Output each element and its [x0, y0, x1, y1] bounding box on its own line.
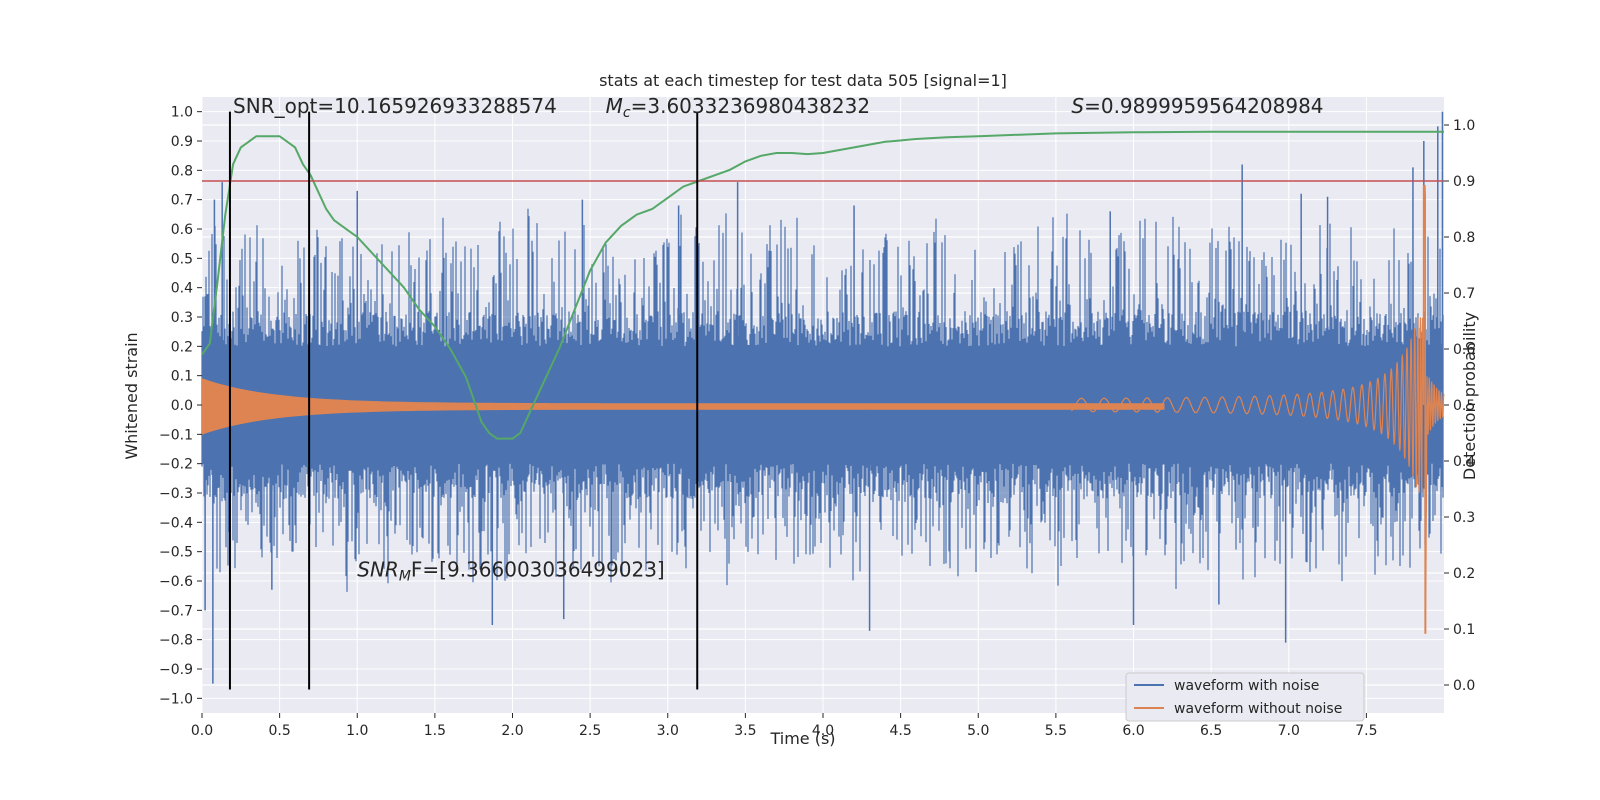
y2-ticks: 0.0 0.1 0.2 0.3 0.4 0.5 0.6 0.7 0.8 0.9 1.0: [1444, 118, 1475, 694]
annotation: SNRMF=[9.366003036499023]: [357, 557, 664, 584]
y-tick-label: 0.2: [171, 339, 193, 355]
x-tick-label: 1.5: [424, 723, 446, 739]
x-tick-label: 2.5: [579, 723, 601, 739]
legend-box: [1125, 672, 1365, 722]
x-tick-label: 4.5: [889, 723, 911, 739]
y-tick-label: 0.0: [171, 398, 193, 414]
y-tick-label: 0.7: [171, 193, 193, 209]
y-tick-label: −0.1: [159, 427, 193, 443]
noise-waveform: [201, 111, 1444, 684]
x-tick-label: 7.0: [1278, 723, 1300, 739]
y-tick-label: 0.5: [171, 251, 193, 267]
y-tick-label: 0.1: [171, 369, 193, 385]
legend-label-clean: waveform without noise: [1174, 701, 1342, 717]
x-tick-label: 5.5: [1045, 723, 1067, 739]
y-tick-label: −0.4: [159, 515, 193, 531]
x-tick-label: 6.5: [1200, 723, 1222, 739]
y-tick-label: −0.2: [159, 457, 193, 473]
annotation: S=0.9899959564208984: [1071, 94, 1323, 118]
y-tick-label: 0.4: [171, 281, 193, 297]
x-axis-label: Time (s): [769, 729, 835, 748]
y2-tick-label: 0.3: [1453, 510, 1475, 526]
y2-tick-label: 0.4: [1453, 454, 1475, 470]
y-tick-label: −0.3: [159, 486, 193, 502]
y2-tick-label: 1.0: [1453, 118, 1475, 134]
x-tick-label: 6.0: [1122, 723, 1144, 739]
clean-waveform: [202, 184, 1445, 634]
probability-curve: [201, 130, 1444, 440]
x-tick-label: 3.5: [734, 723, 756, 739]
x-tick-label: 4.0: [812, 723, 834, 739]
legend-label-noise: waveform with noise: [1174, 678, 1319, 694]
y2-tick-label: 0.7: [1453, 286, 1475, 302]
x-tick-label: 5.0: [967, 723, 989, 739]
y2-axis-label: Detection probability: [1460, 312, 1479, 480]
annotations: SNR_opt=10.165926933288574 Mc=3.603323698…: [233, 94, 1323, 584]
y2-tick-label: 0.6: [1453, 342, 1475, 358]
y2-tick-label: 0.1: [1453, 622, 1475, 638]
y-tick-label: −0.9: [159, 662, 193, 678]
y-tick-label: −0.8: [159, 633, 193, 649]
y-tick-label: −0.7: [159, 603, 193, 619]
x-tick-label: 2.0: [501, 723, 523, 739]
chart-title: stats at each timestep for test data 505…: [599, 71, 1007, 90]
x-tick-label: 1.0: [346, 723, 368, 739]
x-tick-label: 7.5: [1355, 723, 1377, 739]
y-tick-label: −0.5: [159, 545, 193, 561]
y2-tick-label: 0.8: [1453, 230, 1475, 246]
y2-tick-label: 0.5: [1453, 398, 1475, 414]
clean-envelope: [202, 378, 1165, 435]
y-tick-label: 0.6: [171, 222, 193, 238]
y-tick-label: 0.9: [171, 134, 193, 150]
y2-tick-label: 0.9: [1453, 174, 1475, 190]
y-axis-label: Whitened strain: [122, 332, 141, 459]
y-tick-label: 0.3: [171, 310, 193, 326]
annotation: SNR_opt=10.165926933288574: [233, 94, 557, 118]
y2-tick-label: 0.0: [1453, 678, 1475, 694]
overlay-lines: [202, 111, 1444, 690]
x-tick-label: 0.5: [268, 723, 290, 739]
y-ticks: −1.0 −0.9 −0.8 −0.7 −0.6 −0.5 −0.4 −0.3 −0.2 −0.1…: [159, 105, 202, 707]
x-tick-label: 0.0: [191, 723, 213, 739]
annotation: Mc=3.6033236980438232: [606, 94, 870, 121]
y-tick-label: −0.6: [159, 574, 193, 590]
x-tick-label: 3.0: [657, 723, 679, 739]
clean-chirp: [1070, 184, 1445, 615]
y-tick-label: 0.8: [171, 163, 193, 179]
probability-line: [201, 130, 1444, 440]
y2-tick-label: 0.2: [1453, 566, 1475, 582]
y-tick-label: 1.0: [171, 105, 193, 121]
legend: waveform with noise waveform without noi…: [1125, 672, 1365, 722]
y-tick-label: −1.0: [159, 691, 193, 707]
